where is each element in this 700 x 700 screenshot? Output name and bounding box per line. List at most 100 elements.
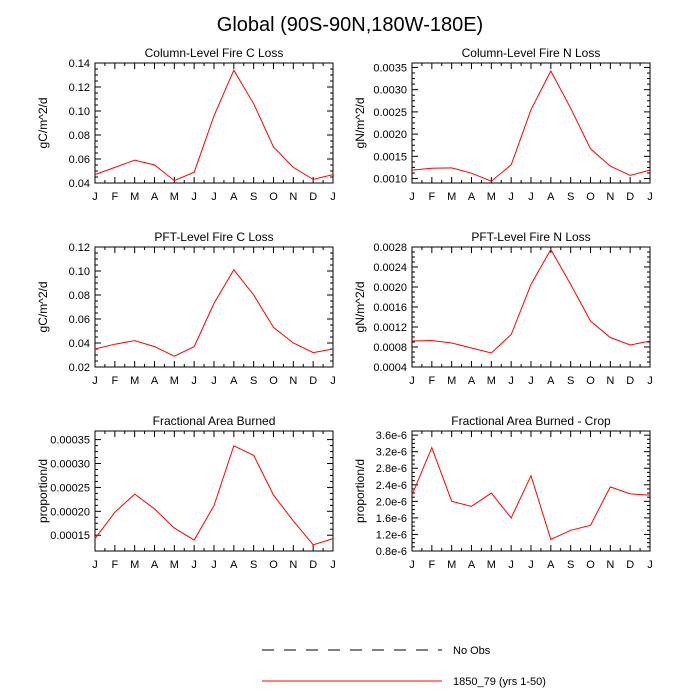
chart-3-xtick-label: M (130, 375, 139, 387)
chart-6-xtick-label: M (487, 559, 496, 571)
chart-2-xtick-label: J (528, 191, 534, 203)
chart-1-xtick-label: M (130, 191, 139, 203)
chart-6-xtick-label: N (606, 559, 614, 571)
chart-4-ytick-label: 0.0004 (373, 362, 407, 374)
chart-1-ytick-label: 0.10 (69, 106, 90, 118)
chart-5-xtick-label: O (269, 559, 278, 571)
chart-2-title: Column-Level Fire N Loss (462, 46, 601, 60)
chart-2-xtick-label: J (409, 191, 415, 203)
chart-6-ytick-label: 1.6e-6 (376, 513, 407, 525)
chart-1-title: Column-Level Fire C Loss (145, 46, 284, 60)
chart-6-xtick-label: A (468, 559, 476, 571)
chart-2-ytick-label: 0.0025 (373, 107, 407, 119)
chart-5-xtick-label: A (230, 559, 238, 571)
chart-6-ylabel: proportion/d (353, 459, 367, 523)
chart-2-ytick-label: 0.0020 (373, 129, 407, 141)
chart-1-ytick-label: 0.04 (69, 178, 90, 190)
chart-1-xtick-label: J (330, 191, 336, 203)
chart-6-ytick-label: 2.8e-6 (376, 463, 407, 475)
page-title: Global (90S-90N,180W-180E) (216, 14, 484, 36)
chart-2-xtick-label: S (567, 191, 574, 203)
chart-5-ytick-label: 0.00020 (50, 506, 90, 518)
chart-1-ytick-label: 0.06 (69, 154, 90, 166)
chart-4-series-line-1 (411, 248, 651, 354)
chart-2-ytick-label: 0.0030 (373, 85, 407, 97)
chart-5-xtick-label: J (92, 559, 98, 571)
chart-4-xtick-label: A (468, 375, 476, 387)
chart-6-ytick-label: 3.6e-6 (376, 430, 407, 442)
chart-4-xtick-label: J (647, 375, 653, 387)
chart-4-ytick-label: 0.0020 (373, 282, 407, 294)
chart-4-xtick-label: N (606, 375, 614, 387)
chart-3-ytick-label: 0.12 (69, 242, 90, 254)
chart-4-xtick-label: M (487, 375, 496, 387)
chart-1-ytick-label: 0.12 (69, 82, 90, 94)
chart-6-title: Fractional Area Burned - Crop (451, 414, 611, 428)
chart-2-xtick-label: M (487, 191, 496, 203)
chart-3-xtick-label: A (230, 375, 238, 387)
chart-2-ytick-label: 0.0035 (373, 62, 407, 74)
chart-5-xtick-label: S (250, 559, 257, 571)
chart-5-xtick-label: A (151, 559, 159, 571)
chart-1-xtick-label: D (309, 191, 317, 203)
chart-5-title: Fractional Area Burned (153, 414, 276, 428)
chart-4-xtick-label: F (428, 375, 435, 387)
chart-4-xtick-label: D (626, 375, 634, 387)
chart-3-series-line-1 (94, 268, 334, 357)
chart-1-xtick-label: A (151, 191, 159, 203)
chart-5-xtick-label: J (191, 559, 197, 571)
chart-4-ytick-label: 0.0012 (373, 322, 407, 334)
chart-3-ytick-label: 0.10 (69, 266, 90, 278)
chart-1-xtick-label: F (111, 191, 118, 203)
chart-2-xtick-label: A (547, 191, 555, 203)
chart-1-ytick-label: 0.08 (69, 130, 90, 142)
chart-6-xtick-label: M (447, 559, 456, 571)
chart-3-ylabel: gC/m^2/d (36, 282, 50, 333)
chart-3-ytick-label: 0.08 (69, 290, 90, 302)
chart-5-ylabel: proportion/d (36, 459, 50, 523)
chart-5-xtick-label: M (130, 559, 139, 571)
chart-3-xtick-label: M (170, 375, 179, 387)
chart-2-series-line-1 (411, 69, 651, 182)
chart-6-ytick-label: 2.4e-6 (376, 480, 407, 492)
chart-3-ytick-label: 0.06 (69, 314, 90, 326)
chart-6-xtick-label: J (528, 559, 534, 571)
chart-3-frame (94, 246, 334, 368)
chart-4-xtick-label: J (528, 375, 534, 387)
chart-6-xtick-label: A (547, 559, 555, 571)
chart-1-xtick-label: J (211, 191, 217, 203)
chart-5-series-line-1 (94, 445, 334, 546)
chart-4-title: PFT-Level Fire N Loss (471, 230, 590, 244)
chart-6-ytick-label: 1.2e-6 (376, 529, 407, 541)
chart-5-xtick-label: F (111, 559, 118, 571)
chart-2-frame (411, 62, 651, 184)
chart-6-series-line-1 (411, 446, 651, 541)
chart-1-xtick-label: O (269, 191, 278, 203)
chart-1-xtick-label: N (289, 191, 297, 203)
chart-4-xtick-label: O (586, 375, 595, 387)
chart-6-ytick-label: 2.0e-6 (376, 496, 407, 508)
chart-6-xtick-label: F (428, 559, 435, 571)
chart-2-xtick-label: A (468, 191, 476, 203)
chart-6-xtick-label: J (647, 559, 653, 571)
chart-4-ytick-label: 0.0008 (373, 342, 407, 354)
chart-2-xtick-label: N (606, 191, 614, 203)
chart-3-ytick-label: 0.02 (69, 362, 90, 374)
chart-5-xtick-label: J (211, 559, 217, 571)
chart-1-series-line-1 (94, 69, 334, 182)
chart-2-xtick-label: D (626, 191, 634, 203)
chart-5-frame (94, 430, 334, 552)
chart-4-ytick-label: 0.0024 (373, 262, 407, 274)
chart-6-xtick-label: S (567, 559, 574, 571)
chart-1-ylabel: gC/m^2/d (36, 98, 50, 149)
chart-1-frame (94, 62, 334, 184)
chart-3-xtick-label: J (191, 375, 197, 387)
chart-4-xtick-label: J (409, 375, 415, 387)
chart-5-xtick-label: D (309, 559, 317, 571)
chart-2-ylabel: gN/m^2/d (353, 98, 367, 149)
chart-4-ytick-label: 0.0028 (373, 242, 407, 254)
chart-2-xtick-label: J (647, 191, 653, 203)
chart-5-ytick-label: 0.00025 (50, 482, 90, 494)
chart-4-ylabel: gN/m^2/d (353, 282, 367, 333)
